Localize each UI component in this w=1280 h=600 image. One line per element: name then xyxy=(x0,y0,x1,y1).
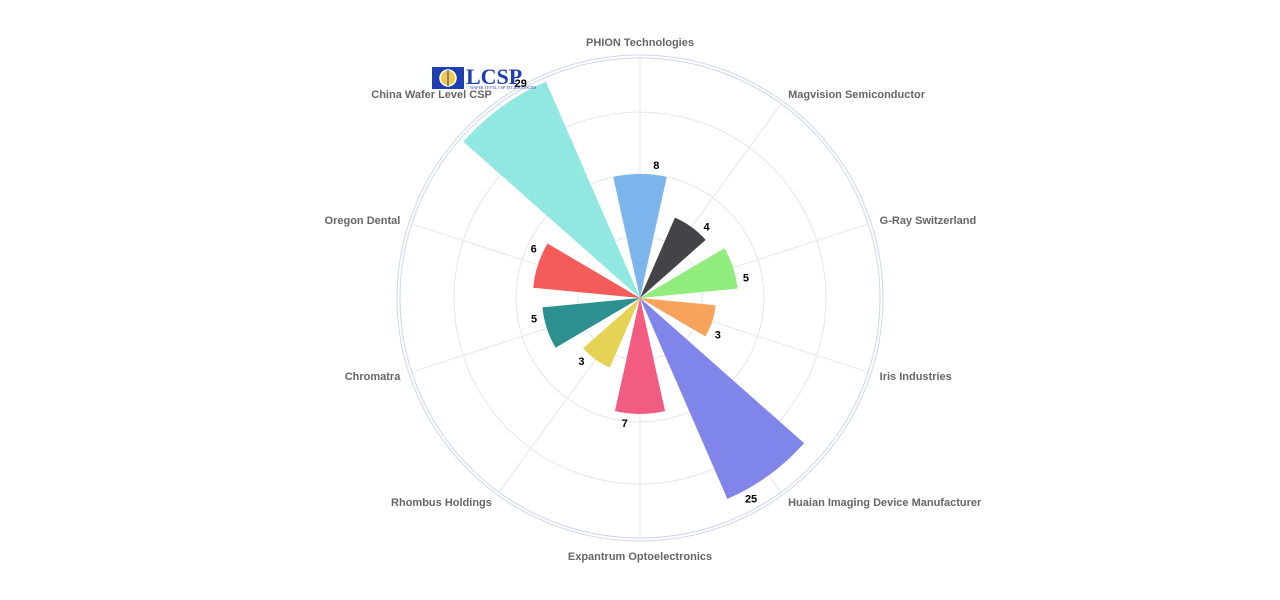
category-label: Huaian Imaging Device Manufacturer xyxy=(788,497,982,509)
outer-ring-border xyxy=(396,54,884,542)
value-label: 7 xyxy=(622,418,628,430)
value-label: 25 xyxy=(745,493,757,505)
company-logo: LCSP WAFER LEVEL CSP TECHNOLOGIES xyxy=(432,64,536,90)
bar-8[interactable] xyxy=(542,298,640,348)
category-label: Chromatra xyxy=(345,371,402,383)
category-label: G-Ray Switzerland xyxy=(880,215,977,227)
value-label: 6 xyxy=(531,243,537,255)
logo-subtext: WAFER LEVEL CSP TECHNOLOGIES xyxy=(470,85,536,90)
category-label: Oregon Dental xyxy=(325,215,401,227)
bar-5[interactable] xyxy=(640,298,805,499)
value-label: 8 xyxy=(653,160,659,172)
value-labels: 8 4 5 3 25 7 3 5 6 29 xyxy=(515,78,758,505)
bar-10[interactable] xyxy=(463,81,640,298)
category-label: Rhombus Holdings xyxy=(391,497,492,509)
category-label: PHION Technologies xyxy=(586,37,694,49)
category-label: China Wafer Level CSP xyxy=(371,89,492,101)
category-labels: PHION Technologies Magvision Semiconducto… xyxy=(325,37,982,563)
value-label: 4 xyxy=(704,222,711,234)
logo-wordmark: LCSP xyxy=(466,64,522,89)
outer-ring xyxy=(399,57,881,539)
bar-6[interactable] xyxy=(614,298,666,414)
value-label: 29 xyxy=(515,78,527,90)
bar-7[interactable] xyxy=(583,298,640,368)
category-label: Expantrum Optoelectronics xyxy=(568,551,712,563)
value-label: 5 xyxy=(531,314,537,326)
value-label: 5 xyxy=(743,272,749,284)
bar-1[interactable] xyxy=(613,174,667,298)
bar-3[interactable] xyxy=(640,248,738,298)
value-label: 3 xyxy=(715,329,721,341)
bar-2[interactable] xyxy=(640,217,706,298)
category-label: Iris Industries xyxy=(880,371,952,383)
bar-4[interactable] xyxy=(640,298,716,337)
polar-bars xyxy=(463,81,805,499)
value-label: 3 xyxy=(578,356,584,368)
bar-9[interactable] xyxy=(533,243,640,298)
category-label: Magvision Semiconductor xyxy=(788,89,926,101)
